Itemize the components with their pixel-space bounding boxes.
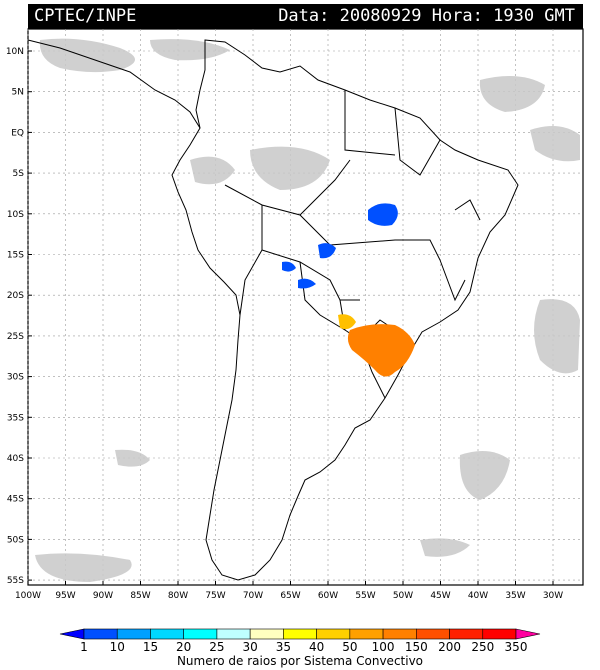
colorbar-segment [216,628,251,640]
lat-label: 40S [7,454,24,464]
colorbar-label: 100 [372,640,395,654]
colorbar-label: 30 [243,640,258,654]
system-blue-4 [298,278,316,289]
colorbar-segment [349,628,384,640]
lat-label: 35S [7,413,24,423]
colorbar-segment [183,628,218,640]
colorbar-segment [283,628,317,640]
lon-label: 95W [55,591,75,601]
lat-label: 5N [12,88,24,98]
lat-label: 15S [7,251,24,261]
lon-label: 80W [168,591,188,601]
latitude-labels: 10N 5N EQ 5S 10S 15S 20S 25S 30S 35S 40S 45S 50S 55S [6,47,32,586]
lat-label: 55S [7,576,24,586]
lat-label: 10S [7,210,24,220]
colorbar-label: 10 [110,640,125,654]
system-orange-1 [347,324,415,377]
lat-label: 5S [13,169,25,179]
colorbar-label: 35 [276,640,291,654]
map-frame [27,28,584,586]
lon-label: 100W [15,591,41,601]
colorbar-label: 25 [209,640,224,654]
system-yellow-1 [338,314,356,330]
colorbar-arrow-left [59,628,85,640]
legend-labels: 1 10 15 20 25 30 35 40 50 100 150 200 250 350 [80,640,527,654]
lat-label: 25S [7,332,24,342]
colorbar-label: 1 [80,640,88,654]
colorbar-label: 150 [405,640,428,654]
colorbar-label: 15 [143,640,158,654]
lat-label: 30S [7,373,24,383]
convective-systems [282,203,415,377]
lat-label: 50S [7,535,24,545]
colorbar-label: 40 [309,640,324,654]
lon-label: 55W [355,591,375,601]
continent-outline [27,39,519,581]
colorbar-segment [83,628,118,640]
system-blue-1 [368,203,398,226]
lon-label: 85W [130,591,150,601]
colorbar-segment [116,628,151,640]
colorbar-segment [316,628,351,640]
colorbar-arrow-right [515,628,541,640]
lon-label: 60W [318,591,338,601]
lon-label: 70W [243,591,263,601]
lat-label: 20S [7,291,24,301]
system-blue-3 [282,261,296,272]
lon-label: 30W [543,591,563,601]
colorbar-segment [249,628,284,640]
lon-label: 45W [430,591,450,601]
colorbar-segment [482,628,517,640]
colorbar-label: 50 [342,640,357,654]
colorbar-label: 200 [438,640,461,654]
lon-label: 65W [280,591,300,601]
system-blue-2 [318,243,336,259]
colorbar-segment [416,628,450,640]
source-label: CPTEC/INPE [34,6,137,26]
lat-label: 45S [7,495,24,505]
colorbar-label: 250 [471,640,494,654]
legend-colorbar [59,628,541,640]
colorbar-segment [150,628,184,640]
lat-label: 10N [6,47,24,57]
colorbar-segment [449,628,484,640]
longitude-labels: 100W 95W 90W 85W 80W 75W 70W 65W 60W 55W 50W 45W 40W… [15,581,563,601]
lon-label: 90W [93,591,113,601]
colorbar-segment [382,628,417,640]
lon-label: 75W [205,591,225,601]
datetime-label: Data: 20080929 Hora: 1930 GMT [278,6,575,26]
lon-label: 50W [393,591,413,601]
lon-label: 40W [468,591,488,601]
colorbar-label: 350 [505,640,528,654]
lon-label: 35W [505,591,525,601]
cloud-cover [35,38,580,582]
map-header: CPTEC/INPE Data: 20080929 Hora: 1930 GMT [28,4,583,29]
colorbar-label: 20 [176,640,191,654]
legend-title: Numero de raios por Sistema Convectivo [176,654,424,668]
lat-label: EQ [11,128,24,138]
